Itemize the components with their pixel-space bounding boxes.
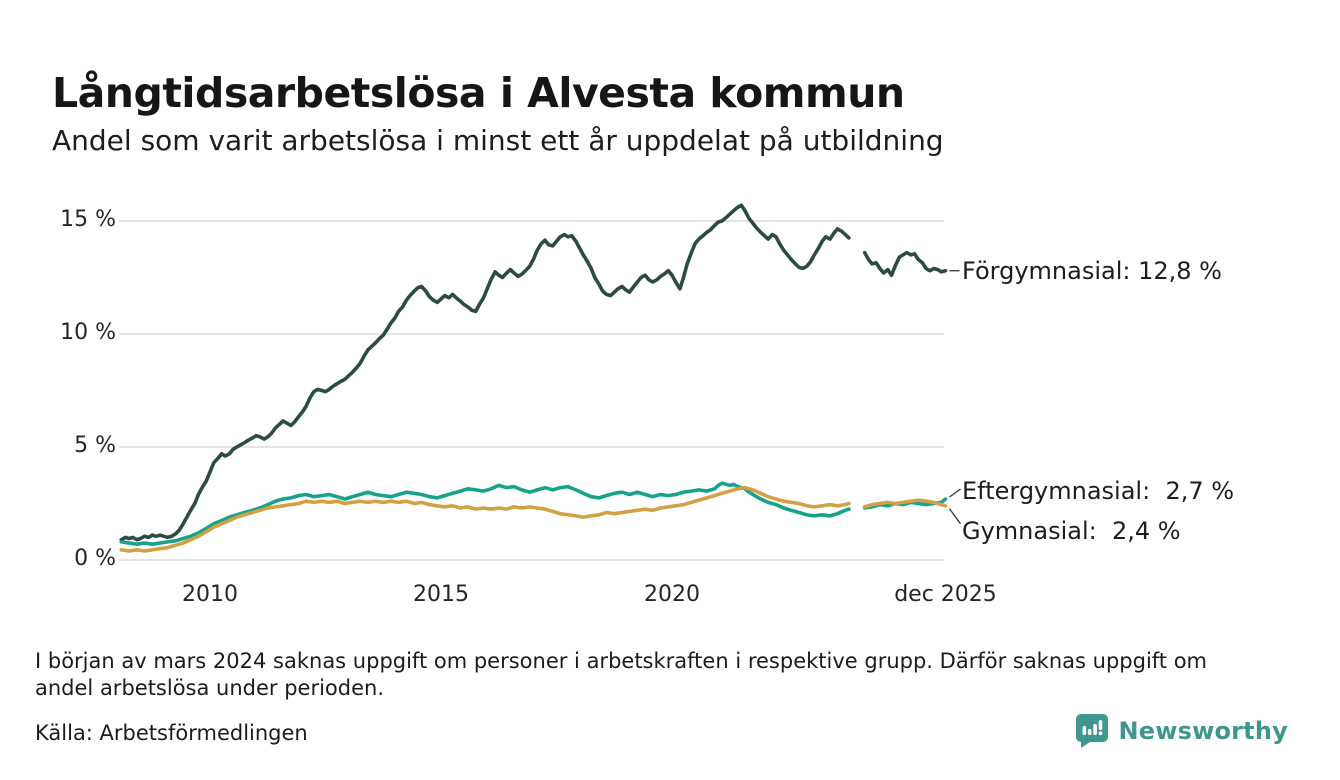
chart-subtitle: Andel som varit arbetslösa i minst ett å… [52, 124, 944, 157]
series-line-eftergymnasial [862, 497, 948, 510]
x-axis-tick-label: 2015 [413, 582, 469, 607]
newsworthy-logo: Newsworthy [1074, 712, 1288, 750]
label-leader-line [949, 488, 961, 498]
series-line-gymnasial [862, 498, 948, 509]
footnote: I början av mars 2024 saknas uppgift om … [35, 648, 1207, 702]
series-line-förgymnasial [862, 250, 948, 277]
series-end-label-gymnasial: Gymnasial: 2,4 % [962, 517, 1181, 545]
series-line-förgymnasial [119, 203, 851, 542]
series-line-eftergymnasial [119, 481, 851, 546]
series-line-gymnasial [119, 485, 851, 553]
series-end-label-forgymnasial: Förgymnasial: 12,8 % [962, 257, 1222, 285]
footnote-line-2: andel arbetslösa under perioden. [35, 676, 385, 700]
series-end-label-eftergymnasial: Eftergymnasial: 2,7 % [962, 477, 1235, 505]
y-axis-tick-label: 5 % [74, 433, 116, 458]
newsworthy-wordmark: Newsworthy [1118, 717, 1288, 745]
x-axis-tick-label: 2010 [182, 582, 238, 607]
label-leader-line [948, 508, 962, 525]
newsworthy-bubble-chart-icon [1076, 714, 1109, 748]
x-axis-tick-label: 2020 [644, 582, 700, 607]
x-axis-tick-label: dec 2025 [894, 582, 997, 607]
source-label: Källa: Arbetsförmedlingen [35, 721, 308, 745]
y-axis-tick-label: 15 % [60, 207, 116, 232]
page-title: Långtidsarbetslösa i Alvesta kommun [52, 69, 905, 118]
y-axis-tick-label: 10 % [60, 320, 116, 345]
y-axis-tick-label: 0 % [74, 546, 116, 571]
footnote-line-1: I början av mars 2024 saknas uppgift om … [35, 649, 1208, 673]
